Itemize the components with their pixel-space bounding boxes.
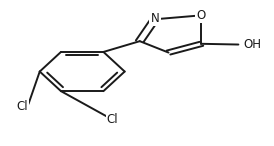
Text: Cl: Cl [107, 113, 118, 126]
Text: O: O [197, 9, 206, 22]
Text: N: N [150, 12, 159, 25]
Text: OH: OH [244, 38, 262, 51]
Text: Cl: Cl [17, 100, 28, 113]
